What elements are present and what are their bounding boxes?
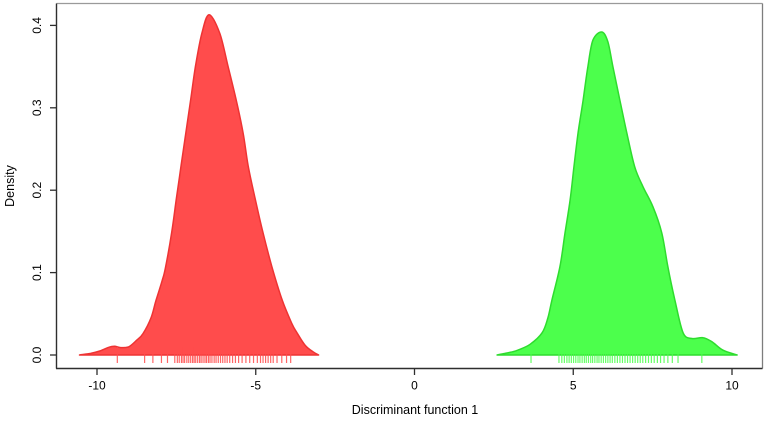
plot-frame — [55, 2, 764, 370]
x-tick-label: -5 — [250, 379, 261, 393]
y-tick-label: 0.0 — [30, 346, 44, 363]
density-curve-group-2-green — [496, 31, 738, 356]
x-tick-label: 5 — [570, 379, 577, 393]
x-tick-label: 0 — [411, 379, 418, 393]
x-tick-label: -10 — [88, 379, 106, 393]
y-tick-label: 0.3 — [30, 99, 44, 116]
x-tick-label: 10 — [725, 379, 739, 393]
y-tick-label: 0.1 — [30, 264, 44, 281]
rug-marks — [116, 347, 703, 363]
y-tick-label: 0.2 — [30, 182, 44, 199]
axis-ticks: -10 -5 0 5 10 0.0 0.1 0.2 0.3 0.4 — [30, 17, 739, 393]
x-axis-title: Discriminant function 1 — [352, 403, 478, 417]
density-series — [78, 13, 738, 356]
density-curve-group-1-red — [78, 13, 320, 356]
y-axis-title: Density — [3, 164, 17, 206]
y-tick-label: 0.4 — [30, 17, 44, 34]
